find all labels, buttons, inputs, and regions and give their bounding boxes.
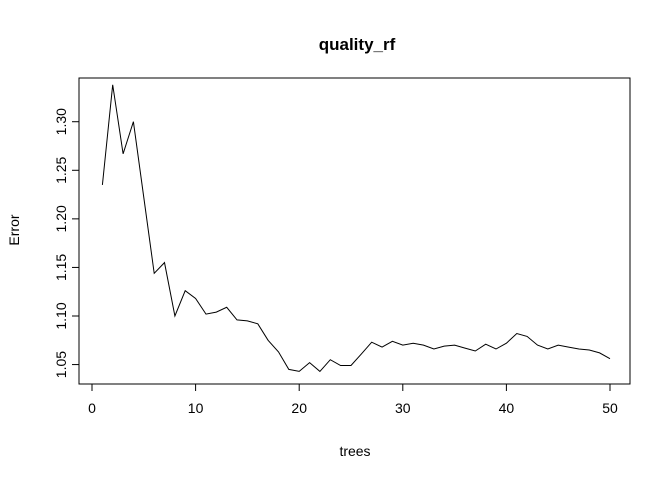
x-axis-label: trees [339, 443, 370, 459]
y-tick-label: 1.20 [53, 205, 69, 232]
chart-title: quality_rf [319, 35, 396, 54]
x-axis: 0 10 20 30 40 50 [88, 384, 618, 416]
y-tick-label: 1.05 [53, 351, 69, 378]
y-tick-label: 1.25 [53, 156, 69, 183]
plot-frame [78, 77, 631, 385]
y-axis-label: Error [6, 214, 22, 245]
y-axis: 1.05 1.10 1.15 1.20 1.25 1.30 [53, 108, 79, 378]
x-tick-label: 30 [395, 400, 411, 416]
y-tick-label: 1.30 [53, 108, 69, 135]
y-tick-label: 1.10 [53, 302, 69, 329]
x-tick-label: 50 [602, 400, 618, 416]
x-tick-label: 40 [499, 400, 515, 416]
y-tick-label: 1.15 [53, 254, 69, 281]
x-tick-label: 20 [291, 400, 307, 416]
error-series-line [101, 84, 611, 373]
x-tick-label: 0 [88, 400, 96, 416]
x-tick-label: 10 [188, 400, 204, 416]
